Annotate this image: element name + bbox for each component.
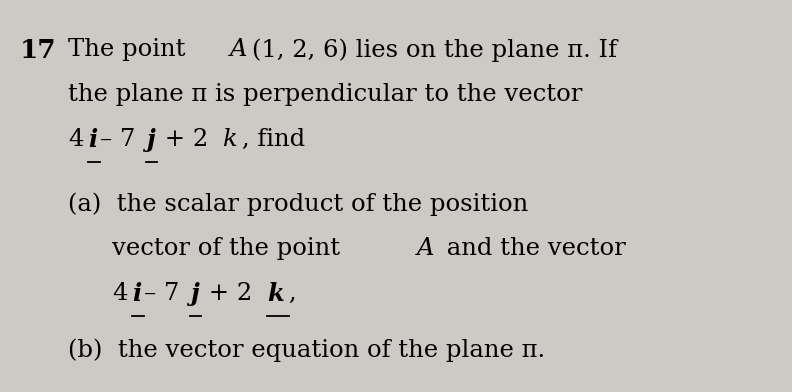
Text: i: i: [88, 128, 97, 152]
Text: (a)  the scalar product of the position: (a) the scalar product of the position: [68, 192, 528, 216]
Text: 17: 17: [20, 38, 56, 63]
Text: i: i: [132, 282, 141, 306]
Text: – 7: – 7: [144, 282, 179, 305]
Text: A: A: [417, 237, 434, 260]
Text: k: k: [267, 282, 284, 306]
Text: k: k: [223, 128, 238, 151]
Text: 4: 4: [112, 282, 128, 305]
Text: + 2: + 2: [157, 128, 208, 151]
Text: vector of the point: vector of the point: [112, 237, 348, 260]
Text: (1, 2, 6) lies on the plane π. If: (1, 2, 6) lies on the plane π. If: [252, 38, 617, 62]
Text: j: j: [146, 128, 154, 152]
Text: (b)  the vector equation of the plane π.: (b) the vector equation of the plane π.: [68, 338, 545, 361]
Text: + 2: + 2: [201, 282, 252, 305]
Text: and the vector: and the vector: [439, 237, 626, 260]
Text: – 7: – 7: [100, 128, 135, 151]
Text: , find: , find: [242, 128, 305, 151]
Text: A: A: [230, 38, 247, 61]
Text: j: j: [189, 282, 198, 306]
Text: 4: 4: [68, 128, 83, 151]
Text: the plane π is perpendicular to the vector: the plane π is perpendicular to the vect…: [68, 83, 582, 106]
Text: The point: The point: [68, 38, 193, 61]
Text: ,: ,: [288, 282, 296, 305]
